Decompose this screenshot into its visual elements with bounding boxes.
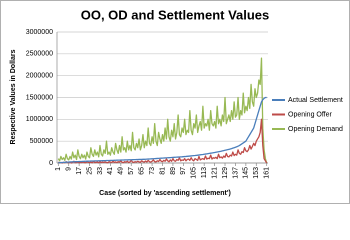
x-tick-label: 161 — [264, 167, 271, 179]
chart: OO, OD and Settlement Values Case (sorte… — [0, 0, 350, 204]
x-tick-label: 89 — [170, 167, 177, 175]
x-tick-label: 121 — [211, 167, 218, 179]
y-tick-label: 3000000 — [26, 29, 53, 36]
x-tick-label: 41 — [107, 167, 114, 175]
legend-label: Actual Settlement — [288, 97, 343, 104]
x-tick-label: 97 — [180, 167, 187, 175]
y-tick-label: 2000000 — [26, 73, 53, 80]
x-tick-label: 129 — [222, 167, 229, 179]
y-tick-label: 1000000 — [26, 116, 53, 123]
x-tick-label: 49 — [118, 167, 125, 175]
y-tick-label: 0 — [49, 160, 53, 167]
y-axis-title: Respective Values in Dollars — [10, 49, 17, 144]
data-line — [57, 57, 268, 164]
x-tick-label: 33 — [97, 167, 104, 175]
y-tick-label: 2500000 — [26, 51, 53, 58]
legend-label: Opening Offer — [288, 111, 333, 118]
x-tick-label: 145 — [243, 167, 250, 179]
data-line — [58, 118, 268, 164]
x-tick-label: 81 — [159, 167, 166, 175]
legend-label: Opening Demand — [288, 126, 343, 133]
data-line — [58, 96, 267, 164]
x-tick-label: 65 — [139, 167, 146, 175]
x-tick-label: 17 — [76, 167, 83, 175]
chart-border — [0, 0, 350, 204]
x-tick-label: 1 — [55, 167, 62, 171]
x-tick-label: 113 — [201, 167, 208, 178]
y-tick-label: 500000 — [30, 138, 53, 145]
x-tick-label: 25 — [86, 167, 93, 175]
x-tick-label: 153 — [253, 167, 260, 179]
y-tick-label: 1500000 — [26, 94, 53, 101]
x-tick-label: 137 — [232, 167, 239, 179]
x-axis-title: Case (sorted by 'ascending settlement') — [99, 190, 231, 197]
x-tick-label: 9 — [66, 167, 73, 171]
x-tick-label: 105 — [191, 167, 198, 179]
x-tick-label: 57 — [128, 167, 135, 175]
x-tick-label: 73 — [149, 167, 156, 175]
chart-title: OO, OD and Settlement Values — [81, 7, 270, 22]
